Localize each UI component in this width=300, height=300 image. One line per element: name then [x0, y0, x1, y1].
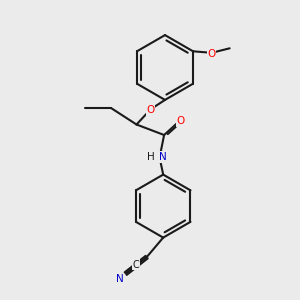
Text: H: H [147, 152, 155, 162]
Text: O: O [147, 105, 155, 115]
Text: N: N [159, 152, 167, 162]
Text: C: C [133, 260, 140, 270]
Text: N: N [116, 274, 124, 284]
Text: O: O [176, 116, 185, 126]
Text: O: O [208, 49, 216, 59]
